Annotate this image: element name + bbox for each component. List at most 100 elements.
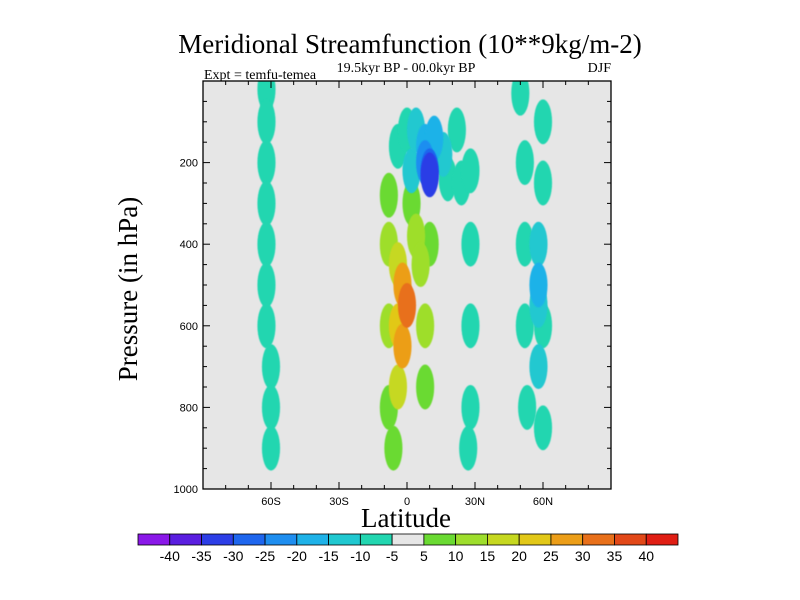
colorbar-swatch bbox=[614, 533, 647, 546]
contour-cell bbox=[261, 344, 281, 390]
colorbar-label: -25 bbox=[255, 548, 275, 564]
contour-cell bbox=[459, 425, 478, 471]
colorbar-label: 15 bbox=[480, 548, 496, 564]
colorbar-label: 30 bbox=[575, 548, 591, 564]
contour-cell bbox=[434, 384, 453, 430]
y-tick-label: 200 bbox=[180, 158, 198, 170]
contour-cell bbox=[518, 384, 537, 430]
colorbar-swatch bbox=[455, 533, 488, 546]
contour-cell bbox=[379, 172, 398, 218]
x-tick-label: 30S bbox=[329, 496, 349, 508]
contour-cell bbox=[411, 242, 430, 288]
season-annotation: DJF bbox=[588, 61, 612, 76]
colorbar-swatch bbox=[359, 533, 393, 546]
colorbar-swatch bbox=[201, 533, 234, 546]
colorbar-label: -40 bbox=[160, 548, 180, 564]
contour-cell bbox=[257, 140, 276, 186]
colorbar-label: -30 bbox=[223, 548, 243, 564]
colorbar-swatch bbox=[264, 533, 298, 546]
colorbar-swatch bbox=[169, 533, 202, 546]
contour-cell bbox=[357, 180, 376, 226]
contour-cell bbox=[416, 303, 435, 349]
x-tick-label: 30N bbox=[465, 496, 485, 508]
contour-cell bbox=[384, 425, 403, 471]
experiment-annotation: Expt = temfu-temea bbox=[204, 68, 317, 83]
contour-cell bbox=[425, 425, 444, 471]
contour-cell bbox=[234, 262, 253, 308]
x-tick-label: 60N bbox=[533, 496, 553, 508]
colorbar-swatch bbox=[137, 533, 171, 546]
colorbar-swatch bbox=[328, 533, 361, 546]
contour-cell bbox=[434, 303, 453, 349]
contour-cell bbox=[529, 221, 548, 267]
contour-cell bbox=[533, 99, 553, 145]
contour-cell bbox=[529, 262, 548, 308]
contour-cell bbox=[416, 364, 435, 410]
contour-cell bbox=[393, 323, 412, 369]
x-tick-label: 0 bbox=[404, 496, 410, 508]
contour-cell bbox=[284, 81, 303, 124]
colorbar-swatch bbox=[582, 533, 615, 546]
colorbar-label: 5 bbox=[420, 548, 428, 564]
contour-cell bbox=[316, 425, 335, 471]
contour-cell bbox=[261, 425, 281, 471]
colorbar-label: -15 bbox=[318, 548, 338, 564]
contour-cell bbox=[234, 221, 253, 267]
colorbar-label: 25 bbox=[543, 548, 559, 564]
chart-subtitle: 19.5kyr BP - 00.0kyr BP bbox=[337, 61, 476, 76]
colorbar-swatch bbox=[391, 533, 425, 546]
contour-cell bbox=[361, 262, 380, 308]
colorbar-label: -20 bbox=[287, 548, 307, 564]
contour-cell bbox=[529, 344, 548, 390]
contour-cell bbox=[316, 384, 335, 430]
contour-cell bbox=[461, 384, 480, 430]
contour-cell bbox=[493, 421, 512, 467]
y-tick-label: 1000 bbox=[174, 484, 198, 496]
contour-cell bbox=[515, 221, 534, 267]
contour-cell bbox=[316, 303, 335, 349]
contour-cell bbox=[461, 303, 480, 349]
colorbar-swatch bbox=[518, 533, 552, 546]
colorbar-label: -35 bbox=[191, 548, 211, 564]
contour-cell bbox=[511, 81, 530, 116]
contour-cell bbox=[234, 140, 253, 186]
contour-cell bbox=[234, 81, 253, 116]
contour-fills bbox=[234, 81, 553, 471]
contour-cell bbox=[316, 344, 335, 390]
colorbar-swatch bbox=[550, 533, 584, 546]
chart-title: Meridional Streamfunction (10**9kg/m-2) bbox=[178, 29, 641, 59]
contour-cell bbox=[434, 221, 453, 267]
colorbar-swatch bbox=[423, 533, 457, 546]
colorbar: -40 -35 -30 -25 -20 -15 -10 -5 5 10 15 20 25 30 35 40 bbox=[137, 533, 679, 564]
contour-cell bbox=[316, 221, 335, 267]
x-tick-label: 60S bbox=[261, 496, 281, 508]
colorbar-label: -10 bbox=[350, 548, 370, 564]
contour-cell bbox=[388, 364, 407, 410]
y-tick-label: 800 bbox=[180, 402, 198, 414]
colorbar-label: 40 bbox=[638, 548, 654, 564]
colorbar-label: 35 bbox=[607, 548, 623, 564]
contour-cell bbox=[261, 384, 281, 430]
contour-cell bbox=[363, 344, 383, 390]
contour-cell bbox=[366, 425, 385, 471]
contour-cell bbox=[257, 99, 276, 145]
contour-cell bbox=[234, 180, 253, 226]
y-axis: 200 400 600 800 1000 bbox=[174, 100, 611, 496]
contour-cell bbox=[420, 152, 439, 198]
colorbar-swatch bbox=[645, 533, 679, 546]
contour-cell bbox=[425, 262, 444, 308]
y-tick-label: 600 bbox=[180, 321, 198, 333]
contour-cell bbox=[397, 282, 417, 328]
contour-cell bbox=[257, 303, 276, 349]
contour-cell bbox=[533, 160, 553, 206]
contour-cell bbox=[447, 107, 466, 153]
colorbar-label: 20 bbox=[511, 548, 527, 564]
contour-cell bbox=[284, 111, 303, 157]
colorbar-swatch bbox=[296, 533, 329, 546]
colorbar-label: -5 bbox=[386, 548, 399, 564]
contour-cell bbox=[348, 140, 367, 186]
colorbar-label: 10 bbox=[448, 548, 464, 564]
x-axis-label: Latitude bbox=[361, 503, 451, 533]
contour-cell bbox=[461, 148, 480, 194]
